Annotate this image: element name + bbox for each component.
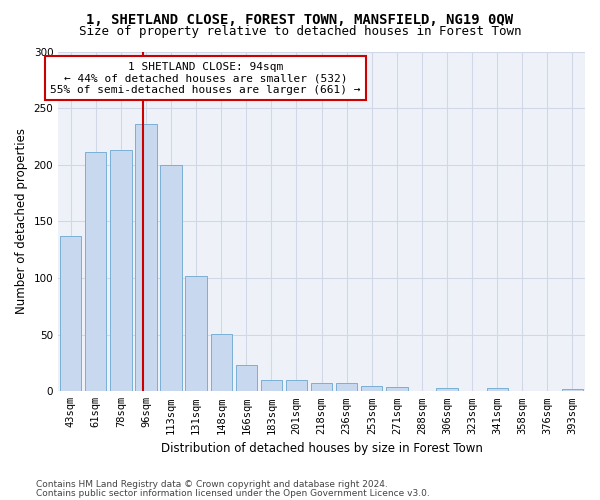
Text: 1 SHETLAND CLOSE: 94sqm
← 44% of detached houses are smaller (532)
55% of semi-d: 1 SHETLAND CLOSE: 94sqm ← 44% of detache… xyxy=(50,62,361,95)
Text: Contains public sector information licensed under the Open Government Licence v3: Contains public sector information licen… xyxy=(36,488,430,498)
Bar xyxy=(311,384,332,392)
Bar xyxy=(261,380,282,392)
Text: Contains HM Land Registry data © Crown copyright and database right 2024.: Contains HM Land Registry data © Crown c… xyxy=(36,480,388,489)
Bar xyxy=(436,388,458,392)
Bar xyxy=(562,389,583,392)
Bar xyxy=(386,387,407,392)
Bar xyxy=(185,276,207,392)
Bar xyxy=(85,152,106,392)
Bar xyxy=(361,386,382,392)
Bar xyxy=(60,236,82,392)
Bar xyxy=(487,388,508,392)
Text: Size of property relative to detached houses in Forest Town: Size of property relative to detached ho… xyxy=(79,25,521,38)
Bar xyxy=(336,384,358,392)
Bar xyxy=(110,150,131,392)
Bar xyxy=(136,124,157,392)
Bar xyxy=(236,366,257,392)
Bar xyxy=(160,165,182,392)
X-axis label: Distribution of detached houses by size in Forest Town: Distribution of detached houses by size … xyxy=(161,442,482,455)
Bar xyxy=(211,334,232,392)
Text: 1, SHETLAND CLOSE, FOREST TOWN, MANSFIELD, NG19 0QW: 1, SHETLAND CLOSE, FOREST TOWN, MANSFIEL… xyxy=(86,12,514,26)
Bar xyxy=(286,380,307,392)
Y-axis label: Number of detached properties: Number of detached properties xyxy=(15,128,28,314)
